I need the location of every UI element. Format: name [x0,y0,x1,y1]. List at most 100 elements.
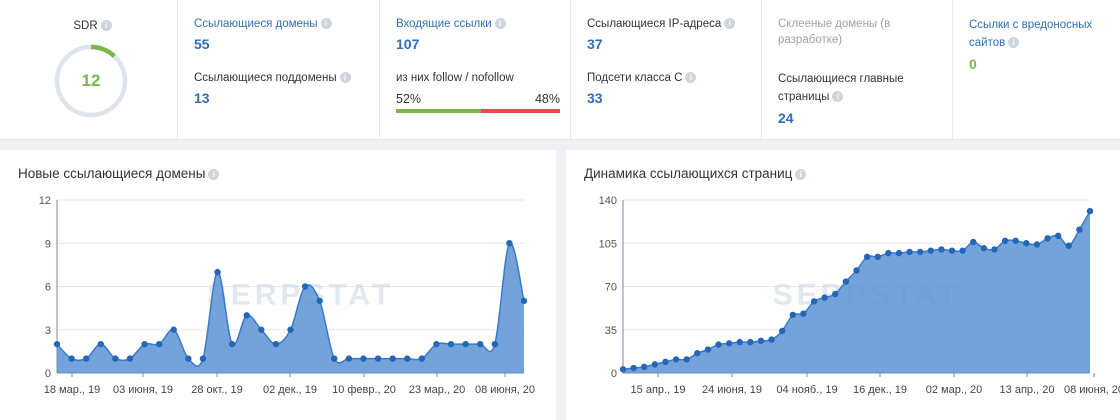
data-point [170,326,177,333]
info-icon[interactable]: i [832,91,844,103]
ref-ips-cell: Ссылающиеся IP-адреса i 37 Подсети класса… [571,0,762,140]
sdr-cell: SDR i 12 [0,0,178,140]
info-icon[interactable]: i [795,168,807,180]
data-point [520,297,528,305]
area-fill [623,211,1090,373]
info-icon[interactable]: i [494,18,506,30]
x-tick-label: 18 мар., 19 [44,384,101,396]
data-point [82,355,90,362]
data-point [885,249,892,257]
data-point [630,364,637,372]
info-icon[interactable]: i [208,168,220,180]
x-tick-label: 08 июня, 20 [1064,384,1120,396]
ref-pages-panel: Динамика ссылающихся страниц i 0 35 70 105 14… [566,150,1120,420]
data-point [1076,226,1083,233]
data-point [1044,235,1051,242]
data-point [683,356,690,363]
glued-cell: Склееные домены (в разработке) Ссылающие… [762,0,953,140]
nofollow-bar-fill [481,109,560,113]
ref-domains-link[interactable]: Ссылающиеся домены i [194,16,365,32]
data-point [258,326,265,333]
data-point [389,355,396,362]
data-point [141,340,148,348]
data-point [272,340,280,348]
data-point [1054,232,1062,240]
sdr-label: SDR i [8,18,177,34]
info-icon[interactable]: i [339,72,351,84]
ref-ips-label: Ссылающиеся IP-адреса i [587,16,747,32]
data-point [1033,241,1041,248]
data-point [810,298,818,305]
data-point [863,253,871,261]
info-icon[interactable]: i [1008,37,1020,49]
x-tick-label: 08 июня, 20 [475,384,535,396]
data-point [927,247,934,254]
glued-label: Склееные домены (в разработке) [778,18,891,46]
data-point [126,355,134,362]
info-icon[interactable]: i [100,20,112,32]
y-tick-label: 105 [599,238,617,250]
data-point [980,244,988,252]
data-point [316,297,323,305]
x-tick-label: 02 мар., 20 [926,384,983,396]
data-point [1001,237,1009,244]
data-point [906,248,913,256]
data-point [68,355,75,362]
subnets-value: 33 [587,90,603,106]
data-point [331,355,338,362]
data-point [1086,207,1094,215]
data-point [842,278,850,285]
data-point [1023,240,1030,247]
data-point [651,361,659,368]
nofollow-pct: 48% [534,92,560,106]
follow-pct: 52% [396,92,422,106]
ref-domains-value: 55 [194,36,210,52]
new-ref-domains-panel: Новые ссылающиеся домены i 0 3 6 9 12 SERPSTAT… [0,150,556,420]
data-point [53,340,61,348]
data-point [345,355,353,362]
backlinks-value: 107 [396,36,420,52]
data-point [506,240,513,247]
main-pages-value: 24 [778,110,794,126]
data-point [704,346,712,353]
ref-domains-cell: Ссылающиеся домены i 55 Ссылающиеся поддо… [178,0,380,140]
x-tick-label: 13 апр., 20 [1000,384,1055,396]
data-point [199,355,207,362]
data-point [404,355,411,362]
data-point [959,247,966,254]
x-tick-label: 02 дек., 19 [263,384,317,396]
data-point [970,238,977,246]
info-icon[interactable]: i [685,72,697,84]
info-icon[interactable]: i [724,18,736,30]
x-tick-label: 16 дек., 19 [853,384,907,396]
data-point [374,355,382,362]
data-point [1012,237,1019,244]
ref-subdomains-label: Ссылающиеся поддомены i [194,70,365,86]
follow-bar-fill [396,109,482,113]
x-tick-label: 23 мар., 20 [409,384,466,396]
data-point [789,311,797,319]
data-point [821,294,828,301]
y-tick-label: 12 [39,195,51,207]
y-tick-label: 6 [45,282,51,294]
x-tick-label: 15 апр., 19 [631,384,686,396]
data-point [228,340,236,348]
follow-label: из них follow / nofollow [396,72,514,84]
info-icon[interactable]: i [320,18,332,30]
malicious-cell: Ссылки с вредоносных сайтов i 0 [953,0,1120,140]
data-point [725,340,733,347]
y-tick-label: 35 [605,325,617,337]
y-tick-label: 0 [611,368,617,380]
data-point [1065,242,1072,249]
backlinks-link[interactable]: Входящие ссылки i [396,16,556,32]
area-fill [57,242,524,373]
data-point [641,363,648,371]
ref-subdomains-value: 13 [194,90,210,106]
data-point [757,337,765,345]
data-point [360,355,367,362]
malicious-link[interactable]: Ссылки с вредоносных сайтов i [969,19,1093,49]
data-point [768,336,775,343]
data-point [433,340,440,348]
